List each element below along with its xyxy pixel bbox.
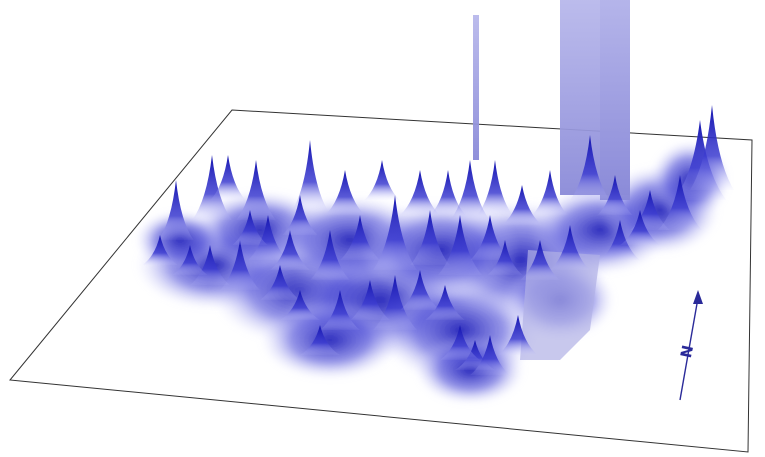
- surface-peak: [470, 215, 510, 260]
- surface-peak: [690, 105, 734, 190]
- surface-peak: [300, 325, 340, 355]
- north-arrow-head-icon: [693, 290, 703, 304]
- surface-peak: [158, 180, 194, 240]
- surface-peak: [350, 280, 390, 320]
- surface-peak: [532, 170, 568, 215]
- surface-peak: [236, 160, 276, 220]
- surface-peak: [658, 175, 702, 230]
- surface-peak: [232, 210, 268, 245]
- surface-peak: [450, 160, 490, 220]
- surface-peak: [410, 210, 450, 265]
- surface-peak: [477, 160, 513, 215]
- surface-peak: [364, 160, 400, 200]
- surface-peak: [210, 155, 246, 200]
- tall-column: [600, 0, 630, 200]
- surface-peak: [400, 170, 440, 215]
- surface-peak: [220, 240, 260, 290]
- tall-columns: [473, 0, 630, 360]
- north-arrow-shaft: [679, 297, 699, 401]
- tall-column: [473, 15, 479, 160]
- surface-peak: [470, 335, 510, 375]
- surface-peak: [142, 235, 178, 265]
- surface-peak: [520, 240, 560, 280]
- surface-peak: [498, 315, 538, 355]
- north-arrow: N: [677, 290, 703, 401]
- surface-peak: [340, 215, 380, 260]
- surface-peak: [430, 170, 466, 215]
- surface-peak: [570, 135, 610, 200]
- surface-peak: [270, 230, 310, 270]
- north-label: N: [677, 344, 697, 360]
- surface-peak: [425, 285, 465, 320]
- surface-peak: [502, 185, 542, 225]
- surface-peak: [320, 290, 360, 330]
- surface-peak: [600, 220, 640, 260]
- surface-peak: [292, 140, 328, 210]
- surface-peak: [192, 155, 232, 220]
- surface-peak: [280, 290, 320, 320]
- surface-peak: [440, 325, 480, 360]
- surface-peak: [400, 270, 440, 310]
- surface-peaks: [142, 105, 734, 375]
- surface-peak: [310, 230, 350, 280]
- surface-peak: [597, 175, 633, 215]
- surface-peak: [550, 225, 590, 270]
- surface-peak: [282, 195, 318, 235]
- surface-peak: [248, 215, 288, 260]
- surface-peak: [325, 170, 365, 215]
- surface-peak: [487, 240, 523, 275]
- surface-peak: [260, 265, 300, 300]
- surface-peak: [172, 245, 208, 275]
- surface-peak: [620, 210, 660, 245]
- surface-peak: [373, 195, 417, 270]
